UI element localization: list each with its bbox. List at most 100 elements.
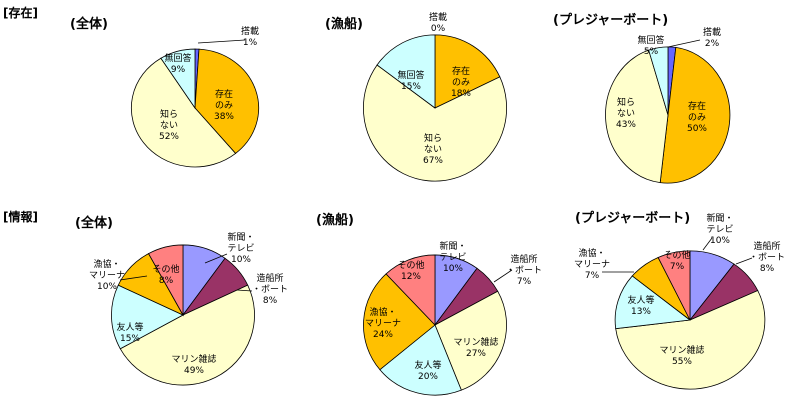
slice-value-label: 5% xyxy=(644,47,659,57)
slice-label: 無回答 9% xyxy=(164,52,191,75)
slice-name-label: マリン雑誌 xyxy=(171,353,216,365)
slice-name-label: 存在 xyxy=(688,100,706,112)
slice-name-label: 新聞・ xyxy=(227,231,254,243)
slice-label: 新聞・テレビ 10% xyxy=(439,240,466,274)
pie-slice xyxy=(379,324,462,396)
slice-name-label: ない xyxy=(160,120,178,131)
slice-name-label: その他 xyxy=(663,249,690,261)
slice-value-label: 10% xyxy=(710,236,730,246)
pie-chart: 新聞・テレビ 10%造船所・ボート 7%マリン雑誌 27%友人等 20%漁協・マリーナ 2… xyxy=(363,240,542,396)
slice-label: その他 12% xyxy=(397,259,424,282)
slice-label: 友人等 15% xyxy=(116,321,143,344)
slice-value-label: 12% xyxy=(401,272,421,282)
slice-name-label: ない xyxy=(617,108,635,119)
slice-name-label: その他 xyxy=(152,263,179,275)
slice-name-label: 無回答 xyxy=(637,34,664,46)
slice-name-label: 友人等 xyxy=(627,294,654,306)
slice-value-label: 9% xyxy=(171,65,186,75)
slice-name-label: マリーナ xyxy=(574,259,610,270)
slice-value-label: 0% xyxy=(431,24,446,34)
slice-label: 存在のみ 18% xyxy=(451,65,471,99)
pie-slice xyxy=(119,284,255,386)
slice-label: 搭載 2% xyxy=(703,26,721,49)
slice-name-label: 存在 xyxy=(215,88,233,100)
slice-value-label: 18% xyxy=(451,89,471,99)
slice-label: 知らない 67% xyxy=(423,132,443,166)
pie-slice xyxy=(657,250,691,321)
slice-value-label: 10% xyxy=(97,282,117,292)
slice-label: 無回答 15% xyxy=(397,69,424,92)
pie-chart: 搭載 0% 存在のみ 18% 知らない 67% 無回答 15% xyxy=(363,11,507,182)
slice-label: 新聞・テレビ 10% xyxy=(227,231,254,265)
slice-label: マリン雑誌 49% xyxy=(171,353,216,376)
slice-name-label: 造船所 xyxy=(510,253,537,265)
slice-label: 友人等 13% xyxy=(627,294,654,317)
slice-name-label: 漁協・ xyxy=(93,258,120,270)
slice-value-label: 8% xyxy=(760,264,775,274)
slice-value-label: 27% xyxy=(466,349,486,359)
pie-slice xyxy=(363,273,436,371)
pie-slice xyxy=(376,34,436,109)
slice-value-label: 8% xyxy=(159,276,174,286)
slice-name-label: マリーナ xyxy=(89,270,125,281)
slice-value-label: 67% xyxy=(423,156,443,166)
chart-title: (漁船) xyxy=(325,16,363,32)
slice-value-label: 8% xyxy=(263,296,278,306)
slice-name-label: 搭載 xyxy=(241,25,259,37)
slice-label: 造船所・ボート 8% xyxy=(749,240,785,274)
slice-label: 造船所・ボート 8% xyxy=(252,272,288,306)
slice-name-label: 漁協・ xyxy=(578,247,605,259)
pie-slice xyxy=(160,48,196,110)
pie-slice xyxy=(111,284,184,350)
chart-title: (プレジャーボート) xyxy=(553,12,668,28)
slice-name-label: のみ xyxy=(215,100,233,111)
slice-value-label: 13% xyxy=(631,307,651,317)
slice-name-label: テレビ xyxy=(706,224,733,235)
slice-name-label: 搭載 xyxy=(429,11,447,23)
pie-slice xyxy=(615,290,766,390)
slice-label: 友人等 20% xyxy=(414,359,441,382)
pie-slice xyxy=(363,64,507,182)
slice-value-label: 50% xyxy=(687,124,707,134)
slice-label: その他 8% xyxy=(152,263,179,286)
slice-value-label: 20% xyxy=(418,372,438,382)
pie-chart: 新聞・テレビ 10%造船所・ボート 8%マリン雑誌 55%友人等 13%漁協・マリーナ 7… xyxy=(574,212,785,390)
pie-slice xyxy=(385,254,436,326)
slice-value-label: 55% xyxy=(672,357,692,367)
slice-name-label: 知ら xyxy=(160,108,178,120)
slice-value-label: 1% xyxy=(243,38,258,48)
slice-value-label: 43% xyxy=(616,120,636,130)
slice-name-label: 新聞・ xyxy=(706,212,733,224)
pie-slice xyxy=(605,49,669,184)
chart-title: (全体) xyxy=(70,16,108,32)
slice-label: 知らない 52% xyxy=(159,108,179,142)
slice-name-label: のみ xyxy=(688,112,706,123)
slice-value-label: 15% xyxy=(120,334,140,344)
pie-slice xyxy=(614,275,692,330)
leader-line xyxy=(119,275,148,281)
slice-value-label: 10% xyxy=(443,264,463,274)
slice-value-label: 10% xyxy=(231,255,251,265)
leader-line xyxy=(702,237,713,251)
chart-title: (プレジャーボート) xyxy=(575,210,690,226)
chart-title: (全体) xyxy=(75,215,113,231)
slice-value-label: 52% xyxy=(159,132,179,142)
leader-line xyxy=(236,289,253,292)
slice-name-label: マリン雑誌 xyxy=(453,336,498,348)
slice-name-label: 無回答 xyxy=(397,69,424,81)
slice-label: 造船所・ボート 7% xyxy=(506,253,542,287)
slice-name-label: マリーナ xyxy=(365,318,401,329)
slice-label: 漁協・マリーナ 10% xyxy=(89,258,125,292)
slice-name-label: 存在 xyxy=(452,65,470,77)
slice-label: 搭載 1% xyxy=(241,25,259,48)
slice-value-label: 2% xyxy=(705,39,720,49)
pie-slice xyxy=(434,34,501,109)
slice-name-label: テレビ xyxy=(439,252,466,263)
slice-label: その他 7% xyxy=(663,249,690,272)
pie-slice xyxy=(434,290,507,391)
slice-value-label: 24% xyxy=(373,330,393,340)
slice-value-label: 7% xyxy=(585,271,600,281)
pie-slice xyxy=(147,244,184,317)
slice-name-label: 知ら xyxy=(617,96,635,108)
